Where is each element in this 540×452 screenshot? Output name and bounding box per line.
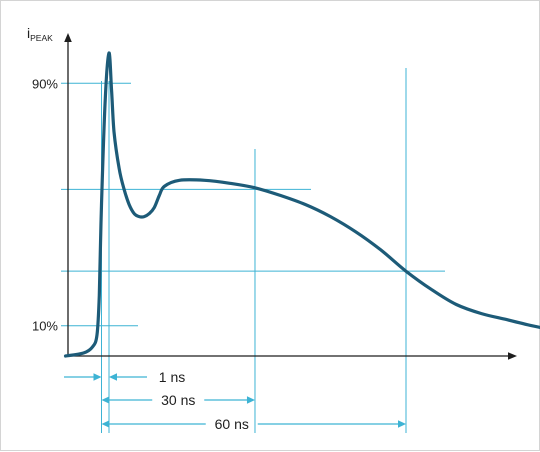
y-tick-label: 10% xyxy=(32,319,58,334)
dimension-arrow-icon xyxy=(247,396,255,404)
y-tick-labels: 90% 10% xyxy=(32,76,58,333)
dimension-arrow-icon xyxy=(109,373,117,381)
time-label-60ns: 60 ns xyxy=(215,416,249,432)
time-label-1ns: 1 ns xyxy=(159,369,185,385)
dimension-arrow-icon xyxy=(102,420,110,428)
dimension-arrow-icon xyxy=(102,396,110,404)
y-axis-label: iPEAK xyxy=(27,25,53,43)
axes xyxy=(64,33,517,360)
time-label-30ns: 30 ns xyxy=(161,392,195,408)
current-waveform-series xyxy=(66,53,540,356)
time-markers: 1 ns 30 ns 60 ns xyxy=(64,369,406,432)
dimension-arrow-icon xyxy=(94,373,102,381)
y-tick-label: 90% xyxy=(32,76,58,91)
x-axis-arrow-icon xyxy=(508,352,517,360)
dimension-arrow-icon xyxy=(398,420,406,428)
guide-lines xyxy=(61,68,445,433)
y-axis-arrow-icon xyxy=(64,33,72,42)
